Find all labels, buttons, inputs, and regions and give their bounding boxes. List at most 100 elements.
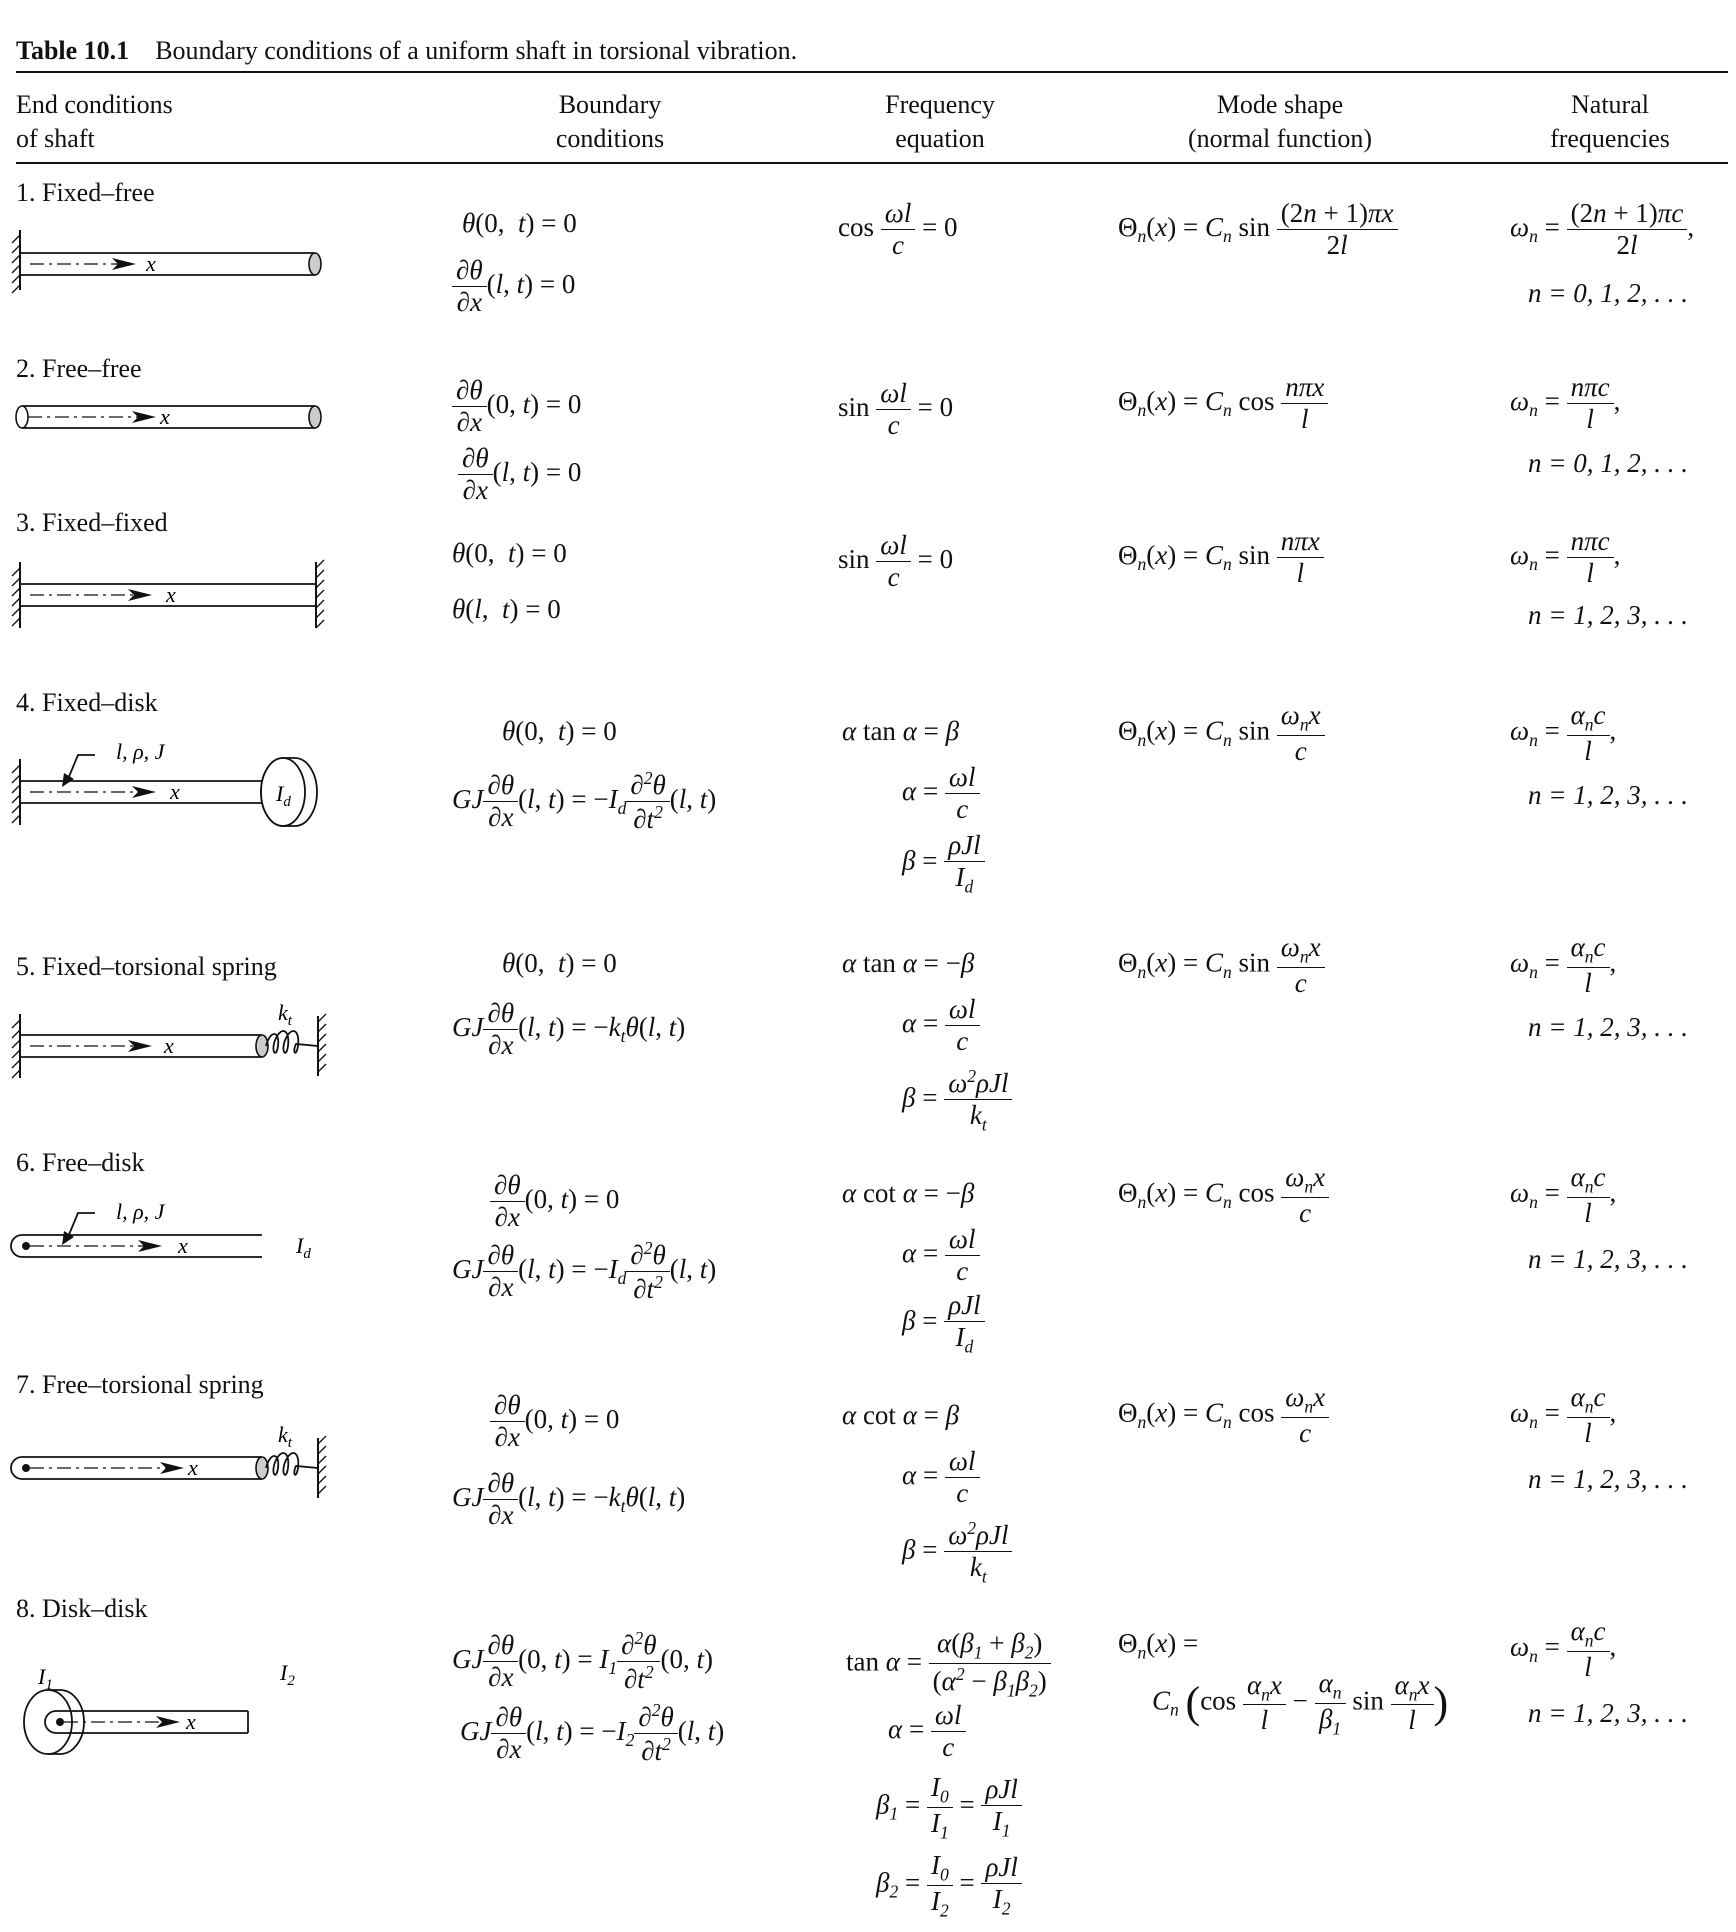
- natural-frequency-equation: ωn = αnc l,: [1510, 700, 1617, 766]
- n-range: n = 1, 2, 3, . . .: [1528, 600, 1688, 630]
- bc-equation: θ(l, t) = 0: [452, 594, 561, 624]
- spring-label: kt: [278, 1000, 293, 1029]
- natural-frequency-equation: ωn = αnc l,: [1510, 1616, 1617, 1682]
- mode-shape-equation: Cn (cos αnx l − αn β1 sin αnx l): [1152, 1668, 1449, 1738]
- header-end-conditions: End conditions of shaft: [16, 90, 173, 153]
- mode-shape-equation: Θn(x) = Cn cos nπx l: [1118, 372, 1329, 435]
- axis-label: x: [145, 251, 156, 276]
- disk1-label: I1: [37, 1664, 53, 1693]
- row-title: 5. Fixed–torsional spring: [16, 952, 277, 981]
- header-rule: [16, 162, 1728, 164]
- frequency-equation: β = ρJl Id: [902, 1290, 985, 1357]
- fixed-free-shaft-icon: x: [11, 230, 322, 294]
- natural-frequency-equation: ωn = αnc l,: [1510, 932, 1617, 998]
- bc-equation: ∂θ ∂x (l, t) = 0: [452, 255, 575, 318]
- axis-label: x: [185, 1709, 196, 1734]
- params-label: l, ρ, J: [116, 1199, 166, 1224]
- header-natural-frequencies: Natural frequencies: [1550, 90, 1670, 153]
- params-label: l, ρ, J: [116, 739, 166, 764]
- frequency-equation: β2 = I0 I2 = ρJl I2: [876, 1850, 1022, 1920]
- frequency-equation: α cot α = β: [842, 1400, 960, 1430]
- row-title: 3. Fixed–fixed: [16, 508, 168, 537]
- axis-label: x: [187, 1455, 198, 1480]
- fixed-disk-shaft-icon: x l, ρ, J Id: [11, 739, 318, 827]
- n-range: n = 1, 2, 3, . . .: [1528, 780, 1688, 810]
- n-range: n = 1, 2, 3, . . .: [1528, 1012, 1688, 1042]
- frequency-equation: α tan α = β: [842, 716, 960, 746]
- frequency-equation: α = ωl c: [902, 1446, 980, 1509]
- frequency-equation: cos ωl c = 0: [838, 198, 958, 261]
- bc-equation: θ(0, t) = 0: [502, 948, 617, 978]
- axis-label: x: [163, 1033, 174, 1058]
- bc-equation: θ(0, t) = 0: [452, 538, 567, 568]
- row-title: 2. Free–free: [16, 354, 142, 383]
- natural-frequency-equation: ωn = nπc l,: [1510, 526, 1621, 589]
- header-frequency-equation: Frequency equation: [885, 90, 995, 153]
- natural-frequency-equation: ωn = αnc l,: [1510, 1162, 1617, 1228]
- header-boundary-conditions: Boundary conditions: [555, 90, 665, 153]
- fixed-spring-shaft-icon: x kt: [11, 1000, 327, 1079]
- table-caption-text: Boundary conditions of a uniform shaft i…: [155, 36, 798, 65]
- mode-shape-equation: Θn(x) = Cn sin ωnx c: [1118, 700, 1325, 767]
- frequency-equation: α = ωl c: [902, 1224, 980, 1287]
- free-free-shaft-icon: x: [15, 404, 322, 429]
- bc-equation: ∂θ ∂x (0, t) = 0: [490, 1390, 619, 1453]
- bc-equation: ∂θ ∂x (0, t) = 0: [452, 375, 581, 438]
- bc-equation: ∂θ ∂x (0, t) = 0: [490, 1170, 619, 1233]
- disk-label: Id: [275, 781, 291, 810]
- fixed-fixed-shaft-icon: x: [11, 559, 325, 629]
- mode-shape-equation: Θn(x) =: [1118, 1628, 1199, 1663]
- natural-frequency-equation: ωn = (2n + 1)πc 2l,: [1510, 198, 1695, 261]
- row-title: 7. Free–torsional spring: [16, 1370, 264, 1399]
- top-rule: [16, 71, 1728, 73]
- frequency-equation: α = ωl c: [902, 994, 980, 1057]
- mode-shape-equation: Θn(x) = Cn sin (2n + 1)πx 2l: [1118, 198, 1398, 261]
- frequency-equation: α cot α = −β: [842, 1178, 975, 1208]
- disk2-label: I2: [279, 1660, 295, 1689]
- header-mode-shape: Mode shape (normal function): [1187, 90, 1373, 153]
- frequency-equation: β1 = I0 I1 = ρJl I1: [876, 1772, 1022, 1842]
- frequency-equation: β = ω2ρJl kt: [902, 1518, 1013, 1587]
- disk-disk-shaft-icon: I1 I2 x: [23, 1660, 295, 1755]
- mode-shape-equation: Θn(x) = Cn sin nπx l: [1118, 526, 1324, 589]
- disk-label: Id: [295, 1233, 311, 1262]
- mode-shape-equation: Θn(x) = Cn cos ωnx c: [1118, 1382, 1330, 1449]
- axis-label: x: [169, 779, 180, 804]
- row-title: 8. Disk–disk: [16, 1594, 148, 1623]
- bc-equation: GJ ∂θ ∂x (l, t) = −Id ∂2θ ∂t2 (l, t): [452, 1238, 717, 1305]
- table-number: Table 10.1: [16, 36, 130, 65]
- row-title: 1. Fixed–free: [16, 178, 155, 207]
- n-range: n = 1, 2, 3, . . .: [1528, 1698, 1688, 1728]
- spring-label: kt: [278, 1422, 293, 1451]
- bc-equation: GJ ∂θ ∂x (0, t) = I1 ∂2θ ∂t2 (0, t): [452, 1628, 713, 1695]
- n-range: n = 1, 2, 3, . . .: [1528, 1464, 1688, 1494]
- frequency-equation: α tan α = −β: [842, 948, 975, 978]
- frequency-equation: β = ρJl Id: [902, 830, 985, 897]
- natural-frequency-equation: ωn = αnc l,: [1510, 1382, 1617, 1448]
- frequency-equation: α = ωl c: [888, 1700, 966, 1763]
- frequency-equation: tan α = α(β1 + β2) (α2 − β1β2): [846, 1628, 1051, 1700]
- n-range: n = 0, 1, 2, . . .: [1528, 448, 1688, 478]
- table-caption: Table 10.1 Boundary conditions of a unifo…: [16, 36, 797, 66]
- n-range: n = 0, 1, 2, . . .: [1528, 278, 1688, 308]
- mode-shape-equation: Θn(x) = Cn cos ωnx c: [1118, 1162, 1330, 1229]
- bc-equation: ∂θ ∂x (l, t) = 0: [458, 443, 581, 506]
- frequency-equation: α = ωl c: [902, 762, 980, 825]
- bc-equation: GJ ∂θ ∂x (l, t) = −ktθ(l, t): [452, 998, 686, 1061]
- bc-equation: GJ ∂θ ∂x (l, t) = −ktθ(l, t): [452, 1468, 686, 1531]
- free-disk-shaft-icon: x l, ρ, J Id: [10, 1199, 311, 1262]
- axis-label: x: [165, 582, 176, 607]
- bc-equation: θ(0, t) = 0: [502, 716, 617, 746]
- row-title: 6. Free–disk: [16, 1148, 145, 1177]
- bc-equation: GJ ∂θ ∂x (l, t) = −I2 ∂2θ ∂t2 (l, t): [460, 1700, 725, 1767]
- frequency-equation: β = ω2ρJl kt: [902, 1066, 1013, 1135]
- n-range: n = 1, 2, 3, . . .: [1528, 1244, 1688, 1274]
- axis-label: x: [159, 404, 170, 429]
- row-title: 4. Fixed–disk: [16, 688, 158, 717]
- axis-label: x: [177, 1233, 188, 1258]
- bc-equation: GJ ∂θ ∂x (l, t) = −Id ∂2θ ∂t2 (l, t): [452, 768, 717, 835]
- frequency-equation: sin ωl c = 0: [838, 530, 954, 593]
- mode-shape-equation: Θn(x) = Cn sin ωnx c: [1118, 932, 1325, 999]
- bc-equation: θ(0, t) = 0: [462, 208, 577, 238]
